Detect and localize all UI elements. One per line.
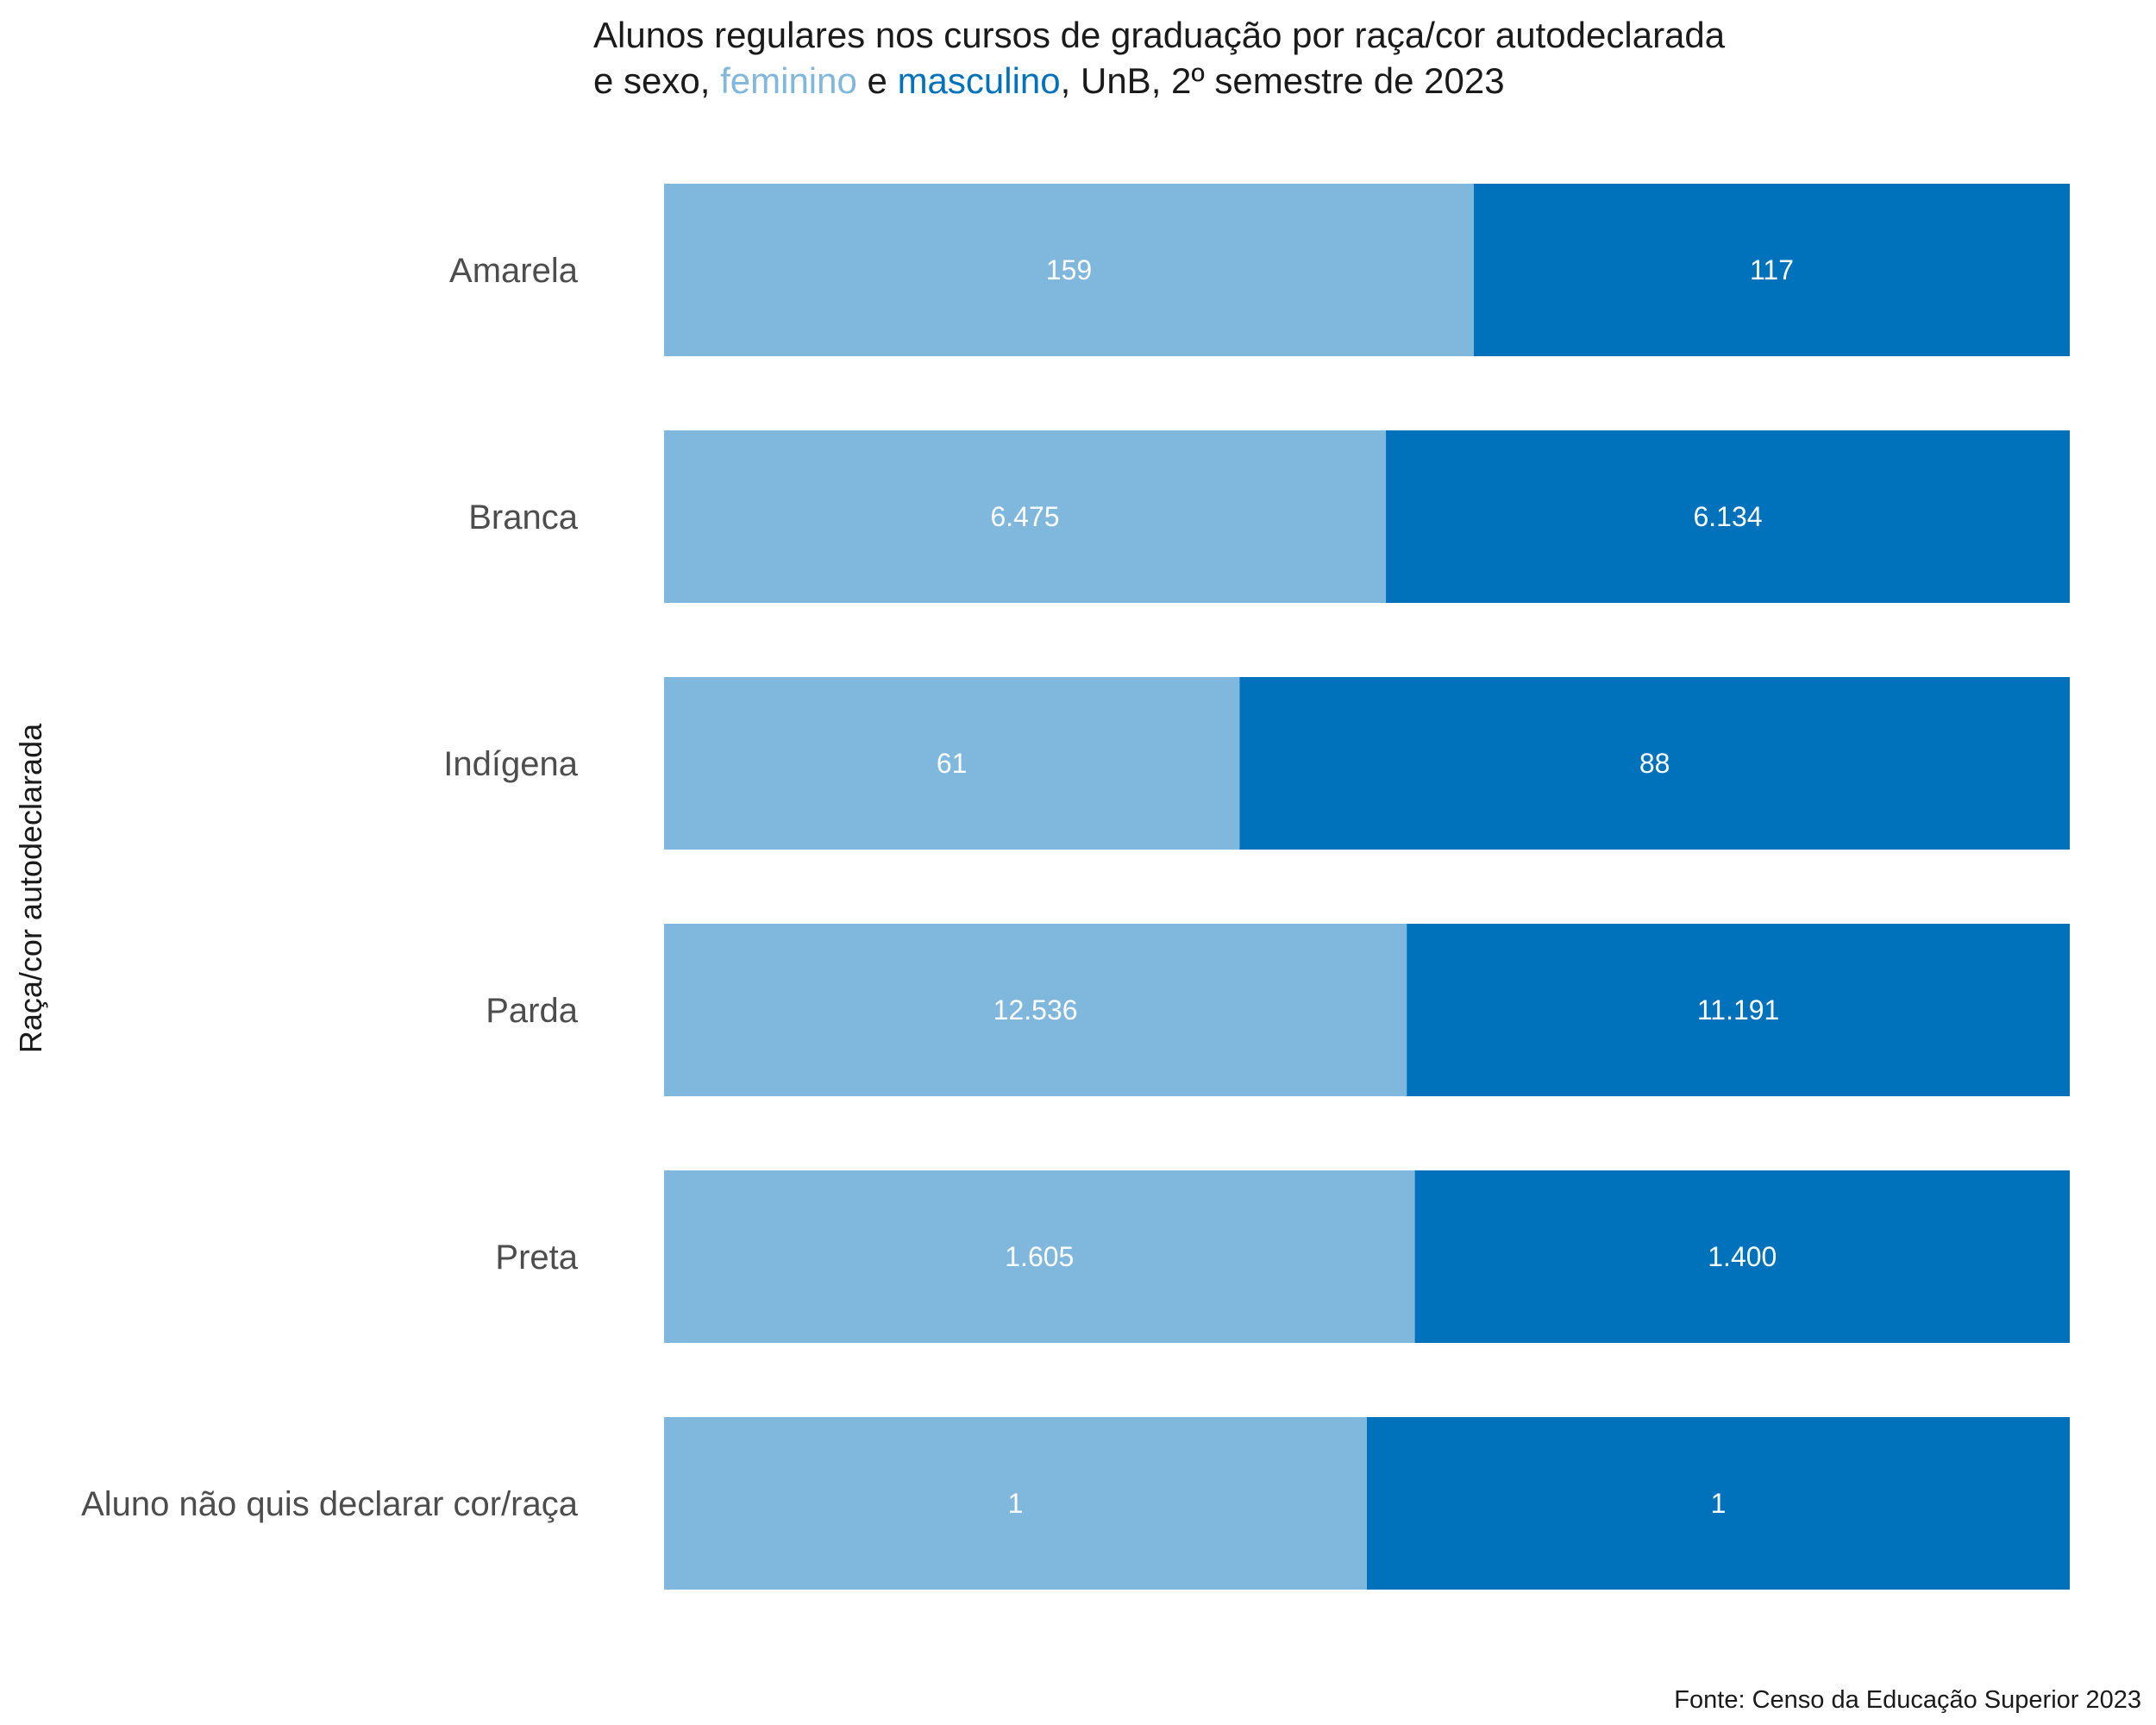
bar-masculino-5 [1367,1417,2070,1590]
data-label-masculino-4: 1.400 [1708,1241,1777,1272]
category-label-0: Amarela [449,252,579,290]
chart-title-line-1: Alunos regulares nos cursos de graduação… [593,15,1726,55]
data-label-feminino-0: 159 [1046,254,1092,285]
title-series-feminino: feminino [720,60,857,101]
bar-feminino-4 [664,1170,1415,1343]
bar-feminino-5 [664,1417,1367,1590]
data-label-feminino-5: 1 [1008,1488,1024,1519]
data-label-masculino-0: 117 [1750,254,1794,285]
bar-masculino-2 [1239,677,2070,850]
y-axis-label: Raça/cor autodeclarada [13,723,48,1053]
data-label-feminino-2: 61 [937,748,968,779]
bar-feminino-0 [664,184,1475,356]
category-label-4: Preta [495,1239,578,1276]
bar-feminino-1 [664,430,1387,603]
bar-masculino-0 [1474,184,2070,356]
category-label-1: Branca [468,499,578,536]
data-label-feminino-1: 6.475 [990,501,1059,532]
data-label-feminino-3: 12.536 [993,994,1078,1026]
title-mid: e [857,60,898,101]
bar-feminino-3 [664,924,1407,1096]
title-series-masculino: masculino [898,60,1061,101]
data-label-masculino-2: 88 [1639,748,1670,779]
data-label-masculino-3: 11.191 [1697,994,1780,1026]
bar-masculino-3 [1407,924,2070,1096]
bar-masculino-4 [1414,1170,2070,1343]
data-label-feminino-4: 1.605 [1005,1241,1074,1272]
source-caption: Fonte: Censo da Educação Superior 2023 [1674,1686,2141,1714]
data-label-masculino-1: 6.134 [1693,501,1762,532]
chart-title-line-2: e sexo, feminino e masculino, UnB, 2º se… [593,60,1505,101]
bars-group: 159 117 Amarela 6.475 6.134 Branca 61 88 Indígen… [81,184,2070,1590]
category-label-2: Indígena [443,745,578,783]
title-suffix: , UnB, 2º semestre de 2023 [1061,60,1505,101]
bar-feminino-2 [664,677,1240,850]
title-prefix: e sexo, [593,60,720,101]
bar-masculino-1 [1386,430,2070,603]
data-label-masculino-5: 1 [1711,1488,1727,1519]
category-label-3: Parda [486,992,578,1030]
category-label-5: Aluno não quis declarar cor/raça [81,1485,579,1523]
